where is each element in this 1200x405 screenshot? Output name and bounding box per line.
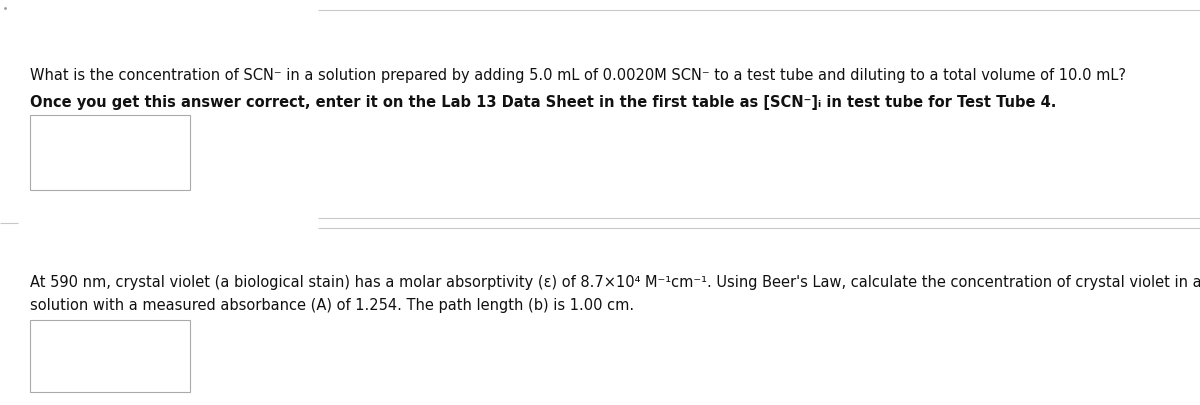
Text: Once you get this answer correct, enter it on the Lab 13 Data Sheet in the first: Once you get this answer correct, enter … — [30, 95, 1056, 110]
FancyBboxPatch shape — [30, 115, 190, 190]
FancyBboxPatch shape — [30, 320, 190, 392]
Text: What is the concentration of SCN⁻ in a solution prepared by adding 5.0 mL of 0.0: What is the concentration of SCN⁻ in a s… — [30, 68, 1126, 83]
Text: solution with a measured absorbance (A) of 1.254. The path length (b) is 1.00 cm: solution with a measured absorbance (A) … — [30, 298, 634, 313]
Text: At 590 nm, crystal violet (a biological stain) has a molar absorptivity (ε) of 8: At 590 nm, crystal violet (a biological … — [30, 275, 1200, 290]
